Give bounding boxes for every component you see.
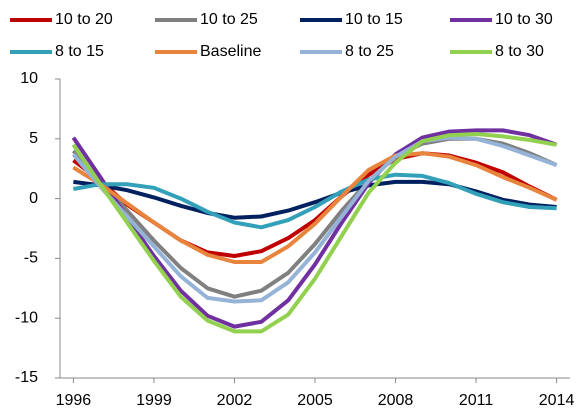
series-line	[71, 135, 558, 304]
legend-label: 10 to 25	[200, 11, 258, 28]
series-line	[72, 151, 558, 264]
series-line	[71, 128, 558, 329]
y-tick-label: -15	[15, 369, 38, 386]
legend-label: 10 to 15	[345, 11, 403, 28]
y-tick-label: -10	[15, 309, 38, 326]
legend-label: Baseline	[200, 43, 261, 60]
series-line	[73, 179, 557, 220]
y-tick-label: 0	[29, 190, 38, 207]
legend-label: 8 to 30	[495, 43, 544, 60]
series-line	[73, 172, 557, 230]
legend-label: 10 to 20	[55, 11, 113, 28]
x-tick-label: 1996	[56, 392, 92, 409]
legend-label: 10 to 30	[495, 11, 553, 28]
x-tick-label: 2008	[378, 392, 414, 409]
x-tick-label: 2002	[217, 392, 253, 409]
y-tick-label: 10	[20, 70, 38, 87]
y-tick-label: -5	[24, 250, 38, 267]
series-line	[71, 132, 557, 334]
x-tick-label: 2014	[539, 392, 575, 409]
y-tick-label: 5	[29, 130, 38, 147]
x-tick-label: 1999	[136, 392, 172, 409]
x-tick-label: 2011	[459, 392, 494, 409]
legend-label: 8 to 15	[55, 43, 104, 60]
legend-label: 8 to 25	[345, 43, 394, 60]
x-tick-label: 2005	[297, 392, 333, 409]
